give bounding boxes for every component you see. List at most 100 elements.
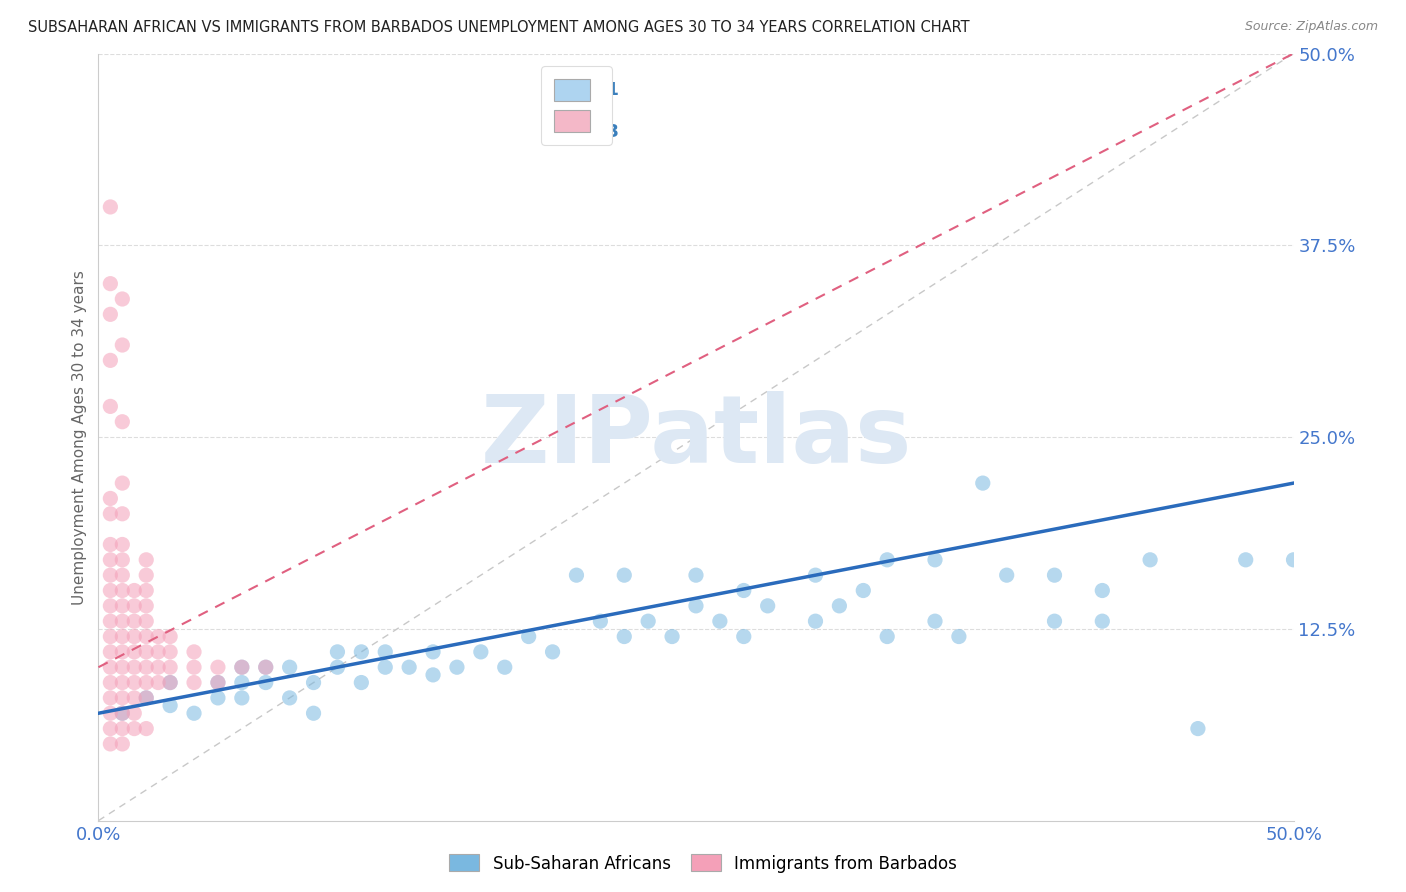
Point [804, 614, 827, 628]
Point [111, 630, 134, 644]
Point [1091, 583, 1114, 598]
Point [1043, 568, 1066, 582]
Point [446, 660, 468, 674]
Text: 51: 51 [595, 81, 620, 99]
Point [852, 583, 875, 598]
Point [254, 660, 277, 674]
Point [135, 553, 157, 567]
Point [111, 338, 134, 352]
Point [98, 553, 122, 567]
Point [1234, 553, 1257, 567]
Point [326, 645, 349, 659]
Point [124, 583, 146, 598]
Point [302, 706, 325, 721]
Point [422, 645, 444, 659]
Point [302, 675, 325, 690]
Point [231, 690, 253, 705]
Point [254, 675, 277, 690]
Text: N: N [583, 81, 598, 99]
Point [135, 645, 157, 659]
Point [148, 675, 170, 690]
Point [1043, 614, 1066, 628]
Point [98, 507, 122, 521]
Point [207, 690, 229, 705]
Point [876, 630, 898, 644]
Point [685, 599, 707, 613]
Point [98, 277, 122, 291]
Point [98, 645, 122, 659]
Point [231, 660, 253, 674]
Point [756, 599, 779, 613]
Point [98, 491, 122, 506]
Point [183, 645, 205, 659]
Point [98, 599, 122, 613]
Text: 0.124: 0.124 [553, 123, 609, 141]
Point [98, 722, 122, 736]
Point [98, 614, 122, 628]
Point [111, 476, 134, 491]
Point [111, 706, 134, 721]
Point [326, 660, 349, 674]
Legend: Sub-Saharan Africans, Immigrants from Barbados: Sub-Saharan Africans, Immigrants from Ba… [443, 847, 963, 880]
Point [111, 537, 134, 551]
Point [135, 599, 157, 613]
Point [183, 660, 205, 674]
Point [159, 675, 181, 690]
Point [183, 706, 205, 721]
Point [159, 675, 181, 690]
Point [398, 660, 420, 674]
Point [924, 553, 946, 567]
Point [148, 660, 170, 674]
Point [254, 660, 277, 674]
Point [948, 630, 970, 644]
Point [135, 614, 157, 628]
Text: N: N [583, 123, 598, 141]
Point [124, 630, 146, 644]
Point [124, 706, 146, 721]
Point [111, 568, 134, 582]
Point [111, 599, 134, 613]
Point [98, 630, 122, 644]
Point [111, 722, 134, 736]
Point [231, 660, 253, 674]
Point [148, 645, 170, 659]
Point [1282, 553, 1305, 567]
Point [98, 706, 122, 721]
Point [98, 307, 122, 321]
Point [135, 690, 157, 705]
Point [148, 630, 170, 644]
Text: =: = [589, 81, 605, 99]
Point [613, 630, 636, 644]
Point [135, 630, 157, 644]
Point [709, 614, 731, 628]
Point [995, 568, 1018, 582]
Point [828, 599, 851, 613]
Text: ZIPatlas: ZIPatlas [481, 391, 911, 483]
Point [350, 645, 373, 659]
Point [124, 690, 146, 705]
Point [98, 568, 122, 582]
Point [135, 568, 157, 582]
Point [124, 722, 146, 736]
Point [470, 645, 492, 659]
Point [98, 537, 122, 551]
Point [135, 583, 157, 598]
Point [374, 660, 396, 674]
Point [1187, 722, 1209, 736]
Point [111, 507, 134, 521]
Point [159, 645, 181, 659]
Point [111, 675, 134, 690]
Point [111, 583, 134, 598]
Text: =: = [561, 81, 575, 99]
Point [350, 675, 373, 690]
Point [374, 645, 396, 659]
Point [98, 583, 122, 598]
Text: R: R [555, 123, 567, 141]
Point [517, 630, 540, 644]
Point [111, 553, 134, 567]
Legend: , : , [541, 66, 612, 145]
Point [924, 614, 946, 628]
Point [98, 690, 122, 705]
Point [124, 645, 146, 659]
Text: =: = [589, 123, 605, 141]
